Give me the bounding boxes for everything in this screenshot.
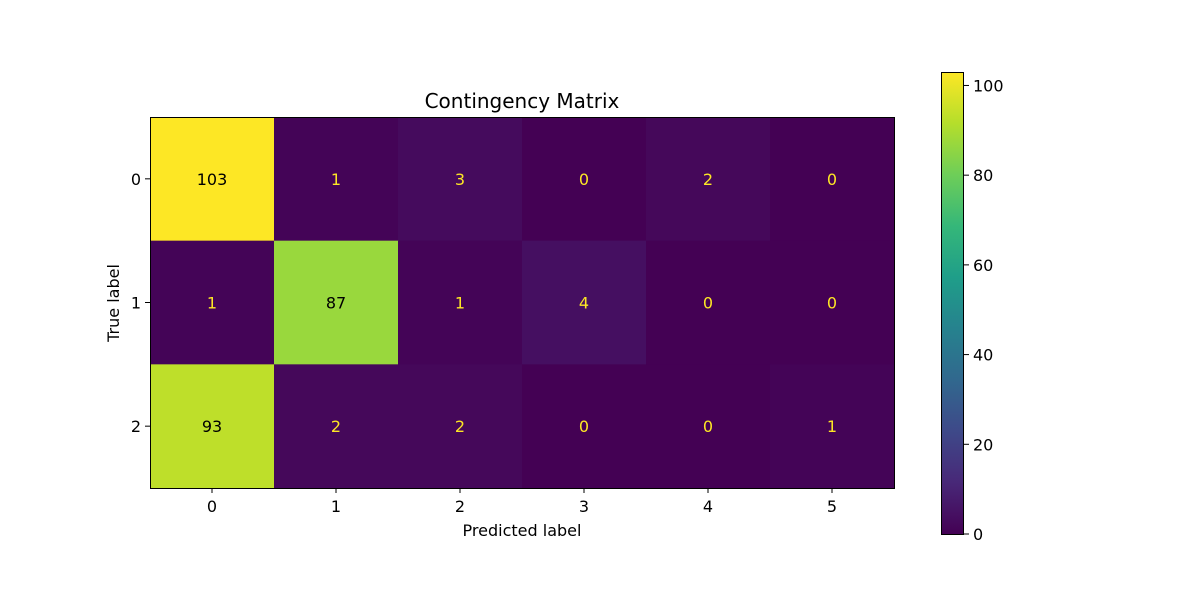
x-tick-label: 0 <box>207 497 217 516</box>
cell-value-label-2-5: 1 <box>827 417 837 436</box>
cell-value-label-0-3: 0 <box>579 170 589 189</box>
heatmap-cell-0-4 <box>646 117 771 242</box>
colorbar-frame <box>941 72 964 535</box>
cell-value-label-1-2: 1 <box>455 294 465 313</box>
x-axis: 0 1 2 3 4 5 <box>207 488 837 516</box>
heatmap-cell-2-0 <box>150 364 275 489</box>
heatmap-cell-1-3 <box>522 240 647 365</box>
cell-value-label-0-2: 3 <box>455 170 465 189</box>
cell-value-label-0-4: 2 <box>703 170 713 189</box>
cell-value-label-1-5: 0 <box>827 294 837 313</box>
cell-value-label-2-1: 2 <box>331 417 341 436</box>
y-tick-label: 2 <box>131 417 141 436</box>
x-tick-label: 5 <box>827 497 837 516</box>
colorbar-tick-label: 0 <box>973 525 983 544</box>
cell-value-label-0-0: 103 <box>197 170 228 189</box>
colorbar <box>942 72 964 534</box>
y-axis-label: True label <box>104 264 123 343</box>
y-tick-label: 1 <box>131 294 141 313</box>
heatmap-cell-2-5 <box>770 364 895 489</box>
heatmap-cell-2-4 <box>646 364 771 489</box>
cell-value-label-1-1: 87 <box>326 294 346 313</box>
x-axis-label: Predicted label <box>463 521 582 540</box>
y-axis: 0 1 2 <box>131 170 150 436</box>
heatmap-cell-2-3 <box>522 364 647 489</box>
x-tick-label: 4 <box>703 497 713 516</box>
colorbar-tick-label: 80 <box>973 166 993 185</box>
cell-value-label-2-2: 2 <box>455 417 465 436</box>
heatmap-cell-2-2 <box>398 364 523 489</box>
colorbar-tick-label: 20 <box>973 435 993 454</box>
heatmap-cell-labels: 103 1 3 0 2 0 1 87 1 4 0 0 93 2 2 0 0 1 <box>197 170 837 436</box>
cell-value-label-0-1: 1 <box>331 170 341 189</box>
heatmap-cell-1-5 <box>770 240 895 365</box>
cell-value-label-1-0: 1 <box>207 294 217 313</box>
colorbar-axis: 0 20 40 60 80 100 <box>964 76 1004 544</box>
heatmap-cell-0-3 <box>522 117 647 242</box>
cell-value-label-1-3: 4 <box>579 294 589 313</box>
colorbar-tick-label: 100 <box>973 76 1004 95</box>
x-tick-label: 1 <box>331 497 341 516</box>
heatmap-cell-2-1 <box>274 364 399 489</box>
heatmap-cell-0-5 <box>770 117 895 242</box>
heatmap-cell-0-0 <box>150 117 275 242</box>
cell-value-label-2-4: 0 <box>703 417 713 436</box>
heatmap-cell-0-1 <box>274 117 399 242</box>
cell-value-label-0-5: 0 <box>827 170 837 189</box>
cell-value-label-2-0: 93 <box>202 417 222 436</box>
x-tick-label: 2 <box>455 497 465 516</box>
cell-value-label-1-4: 0 <box>703 294 713 313</box>
heatmap-cell-1-4 <box>646 240 771 365</box>
colorbar-tick-label: 40 <box>973 346 993 365</box>
heatmap-cell-1-0 <box>150 240 275 365</box>
chart-title: Contingency Matrix <box>425 89 620 113</box>
plot-frame <box>150 117 895 489</box>
x-tick-label: 3 <box>579 497 589 516</box>
heatmap-cell-1-2 <box>398 240 523 365</box>
heatmap-cells <box>150 117 895 489</box>
cell-value-label-2-3: 0 <box>579 417 589 436</box>
colorbar-tick-label: 60 <box>973 256 993 275</box>
heatmap-cell-0-2 <box>398 117 523 242</box>
y-tick-label: 0 <box>131 170 141 189</box>
heatmap-cell-1-1 <box>274 240 399 365</box>
